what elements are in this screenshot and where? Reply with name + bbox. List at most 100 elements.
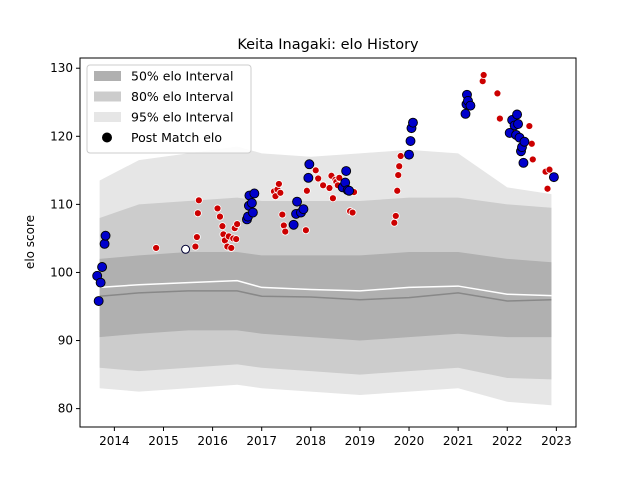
loss-point [396,152,405,160]
loss-point [394,171,403,179]
win-point [405,136,416,147]
draw-point [181,244,191,254]
loss-point [545,165,554,174]
win-point [304,159,315,170]
win-point [408,117,418,128]
loss-point [302,186,311,195]
legend-label: 80% elo Interval [131,89,233,104]
loss-point [335,173,344,182]
x-tick-label: 2016 [197,434,228,448]
loss-point [213,204,222,213]
x-tick-label: 2018 [296,434,327,448]
legend-swatch [94,112,121,122]
win-point [93,296,104,306]
y-tick-label: 80 [58,402,73,416]
loss-point [191,242,200,251]
legend-box [86,64,252,154]
loss-point [495,114,504,123]
x-tick-label: 2023 [541,434,572,448]
x-tick-label: 2017 [246,434,277,448]
win-point [518,157,529,168]
win-point [97,262,108,272]
win-point [303,172,314,183]
y-tick-label: 110 [50,197,73,211]
loss-point [274,180,283,188]
y-tick-label: 100 [50,265,73,279]
win-point [247,207,258,218]
loss-point [192,233,201,241]
win-point [100,230,111,241]
win-point [513,119,524,129]
win-point [548,172,559,183]
win-point [99,238,110,249]
legend-label: 50% elo Interval [131,69,233,84]
win-point [288,219,299,230]
legend-swatch [94,71,121,81]
loss-point [216,212,224,221]
x-tick-label: 2014 [99,434,130,448]
loss-point [218,222,227,231]
loss-point [193,209,202,218]
y-axis-label: elo score [23,215,37,269]
loss-point [232,235,241,243]
win-point [95,277,106,288]
elo-lines [99,279,552,302]
loss-point [152,244,161,252]
x-tick-label: 2015 [148,434,179,448]
loss-point [227,244,236,252]
loss-point [233,220,242,229]
legend-label: 95% elo Interval [131,110,233,125]
win-point [249,188,260,199]
x-tick-label: 2019 [345,434,376,448]
loss-point [525,122,534,130]
loss-point [276,188,285,197]
win-point [341,166,352,176]
loss-point [390,218,399,227]
y-tick-label: 130 [50,61,73,75]
loss-point [391,212,400,220]
loss-point [393,186,402,195]
loss-point [314,174,323,183]
loss-point [319,181,327,190]
loss-point [325,184,334,192]
win-point [460,108,471,119]
loss-point [348,208,357,217]
loss-point [479,71,488,79]
loss-point [302,226,310,235]
mean-elo-line [99,279,552,297]
post-match-points [92,71,559,306]
x-axis-ticks: 2014 2015 2016 2017 2018 2019 2020 2021 2022 2023 [99,427,572,448]
x-tick-label: 2020 [394,434,425,448]
legend-label: Post Match elo [131,130,222,145]
y-tick-label: 90 [58,334,73,348]
win-point [344,185,355,196]
loss-point [493,89,502,98]
win-point [246,198,257,208]
loss-point [543,184,552,193]
win-point [519,136,530,147]
loss-point [395,162,404,171]
win-point [512,109,523,120]
legend-marker [102,132,112,143]
win-point [298,204,309,215]
loss-point [194,196,203,205]
legend-swatch [94,91,121,102]
interval-bands [99,146,552,406]
loss-point [278,210,287,219]
win-point [465,100,476,111]
legend: 50% elo Interval 80% elo Interval 95% elo … [86,64,252,154]
x-tick-label: 2022 [492,434,523,448]
win-point [292,196,303,207]
loss-point [528,155,537,164]
median-elo-line [99,290,552,302]
loss-point [329,194,337,203]
y-tick-label: 120 [50,129,73,143]
plot-frame [79,57,577,428]
loss-point [281,227,290,236]
win-point [404,149,414,160]
loss-point [311,166,320,175]
chart-title: Keita Inagaki: elo History [237,37,419,53]
y-axis-ticks: 80 90 100 110 120 130 [50,61,80,416]
x-tick-label: 2021 [443,434,474,448]
